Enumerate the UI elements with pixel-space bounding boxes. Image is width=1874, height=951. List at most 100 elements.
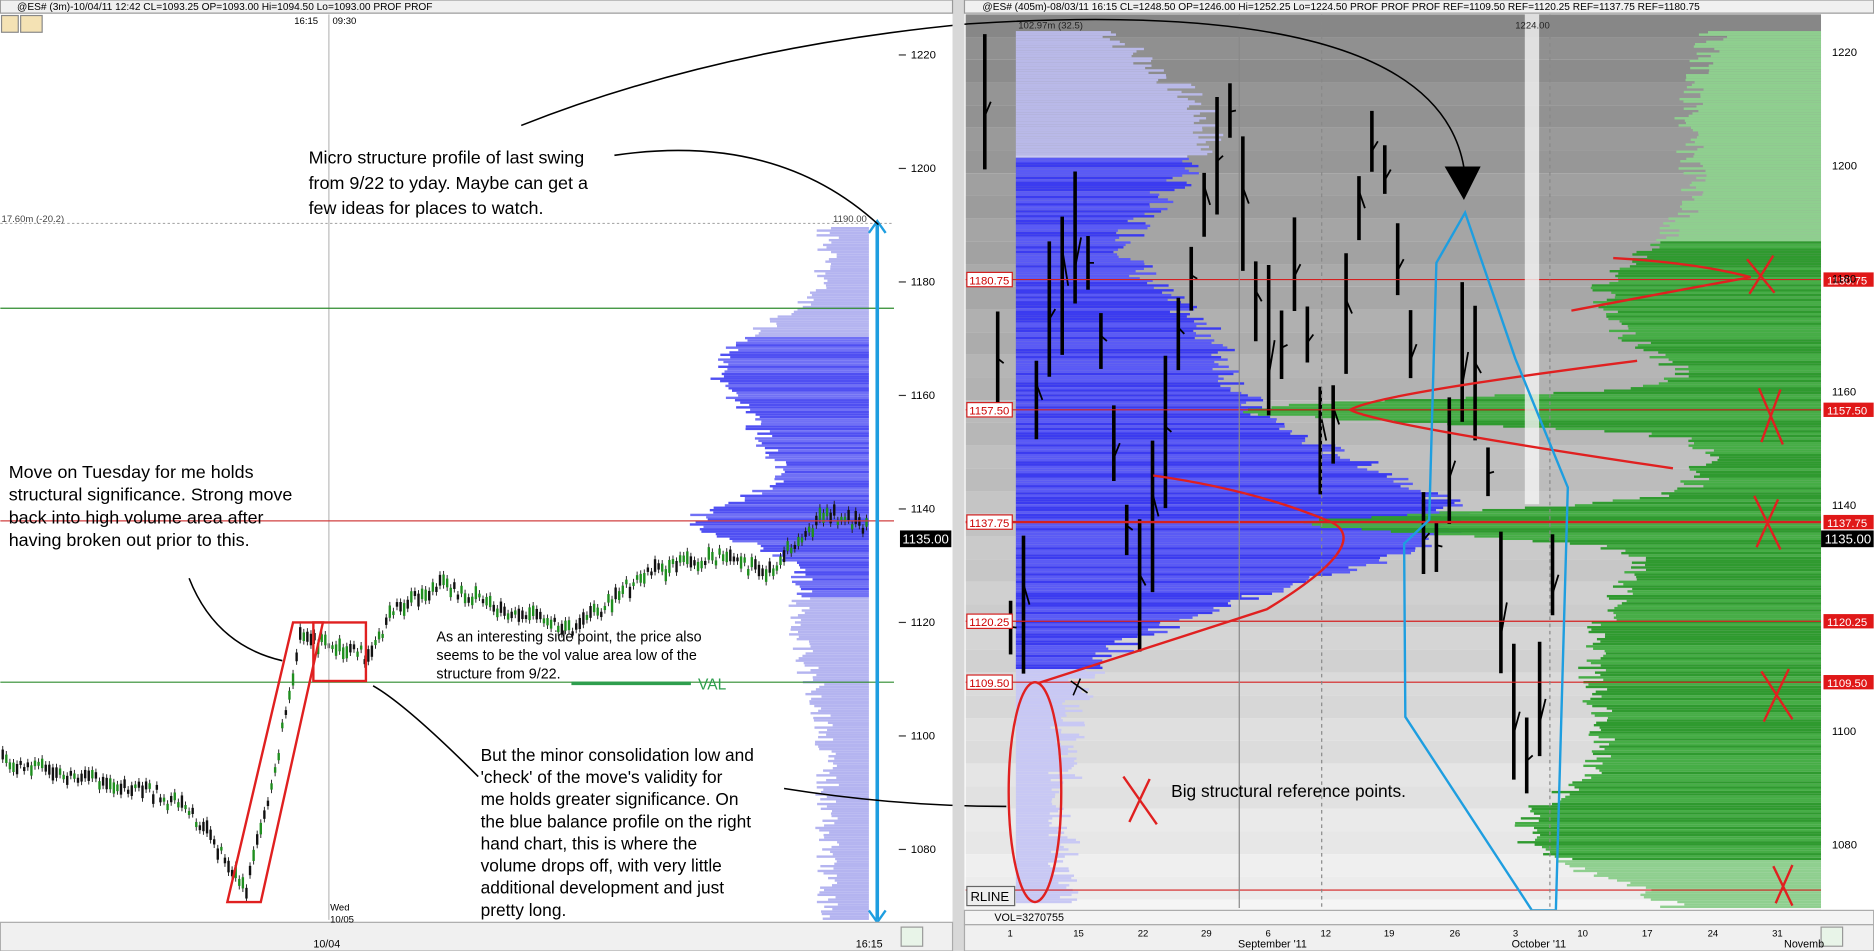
profile-row <box>731 389 869 392</box>
profile-row <box>1533 826 1822 830</box>
candle <box>381 633 384 638</box>
price-tick: 1100 <box>1832 726 1856 738</box>
label: Wed <box>330 902 349 913</box>
toolbar-button[interactable] <box>20 14 43 33</box>
profile-row <box>814 270 869 273</box>
profile-row <box>822 819 869 822</box>
candle <box>449 587 452 598</box>
profile-row <box>1015 160 1183 163</box>
candle <box>553 617 556 622</box>
candle <box>467 597 470 603</box>
candle <box>772 568 775 576</box>
refresh-button[interactable] <box>1820 926 1844 947</box>
profile-row <box>834 757 869 760</box>
candle <box>19 760 22 765</box>
profile-row <box>828 238 869 242</box>
profile-row <box>796 671 869 674</box>
profile-row <box>834 821 869 825</box>
profile-row <box>1015 735 1085 739</box>
bar-tick <box>1396 258 1405 271</box>
profile-row <box>823 788 869 791</box>
profile-row <box>1587 626 1822 629</box>
profile-row <box>1015 69 1164 72</box>
profile-row <box>1015 482 1413 486</box>
profile-row <box>815 688 869 691</box>
right-scrollbar[interactable] <box>963 924 1874 951</box>
header-text: @ES# (3m)-10/04/11 12:42 CL=1093.25 OP=1… <box>17 2 432 13</box>
profile-row <box>1688 375 1822 378</box>
profile-row <box>1591 628 1822 631</box>
profile-row <box>789 633 869 636</box>
profile-row <box>1015 833 1049 837</box>
profile-row <box>1015 169 1189 173</box>
profile-row <box>1532 831 1822 834</box>
profile-row <box>749 403 869 407</box>
profile-row <box>1630 881 1822 885</box>
toolbar-button[interactable] <box>0 14 19 33</box>
profile-row <box>1663 222 1822 225</box>
profile-row <box>1015 642 1141 646</box>
profile-row <box>1624 571 1822 574</box>
candle <box>299 627 302 640</box>
profile-row <box>783 468 869 471</box>
profile-row <box>1659 231 1822 235</box>
bar-tick <box>1281 343 1288 349</box>
profile-row <box>1592 501 1822 505</box>
profile-row <box>1614 296 1822 299</box>
profile-row <box>1681 207 1822 211</box>
profile-row <box>1015 659 1103 662</box>
profile-row <box>1015 611 1213 615</box>
profile-row <box>1015 360 1215 364</box>
candle <box>291 673 295 686</box>
profile-row <box>1554 855 1822 858</box>
level-box <box>1823 675 1874 690</box>
candle <box>485 596 488 606</box>
profile-row <box>1648 434 1822 438</box>
profile-row <box>1628 327 1822 330</box>
profile-row <box>1699 473 1822 476</box>
profile-row <box>819 747 869 751</box>
profile-row <box>1585 685 1822 689</box>
profile-row <box>1622 334 1822 337</box>
profile-row <box>1015 876 1072 880</box>
profile-row <box>1015 97 1188 101</box>
profile-row <box>758 332 869 335</box>
profile-row <box>1015 884 1070 887</box>
bar-tick <box>1512 711 1521 734</box>
candle <box>861 527 865 534</box>
profile-row <box>1694 475 1822 478</box>
candle <box>202 821 205 832</box>
profile-row <box>1592 289 1822 292</box>
profile-row <box>1592 752 1822 756</box>
profile-row <box>1604 649 1822 653</box>
profile-row <box>1015 437 1306 440</box>
candle <box>675 560 678 573</box>
candle <box>23 767 26 772</box>
profile-row <box>810 303 869 306</box>
candle <box>614 587 617 600</box>
bar-tick <box>1035 383 1044 401</box>
month-label: October '11 <box>1512 938 1566 950</box>
candle <box>349 643 352 653</box>
profile-row <box>1015 692 1088 696</box>
candle <box>112 782 116 794</box>
profile-row <box>1015 547 1416 550</box>
profile-row <box>1692 129 1822 132</box>
profile-row <box>1015 195 1159 199</box>
profile-row <box>817 869 869 873</box>
candle <box>277 753 280 761</box>
profile-row <box>1719 50 1822 53</box>
profile-row <box>734 399 869 402</box>
profile-row <box>837 841 869 844</box>
left-scrollbar[interactable] <box>0 921 954 951</box>
profile-row <box>800 566 869 569</box>
profile-row <box>1015 697 1090 701</box>
candle <box>793 544 797 550</box>
profile-row <box>1537 829 1822 832</box>
profile-row <box>814 743 869 746</box>
profile-row <box>1015 389 1231 392</box>
profile-row <box>1706 174 1822 177</box>
profile-row <box>1694 140 1822 144</box>
profile-row <box>799 585 869 588</box>
refresh-button[interactable] <box>900 926 924 947</box>
